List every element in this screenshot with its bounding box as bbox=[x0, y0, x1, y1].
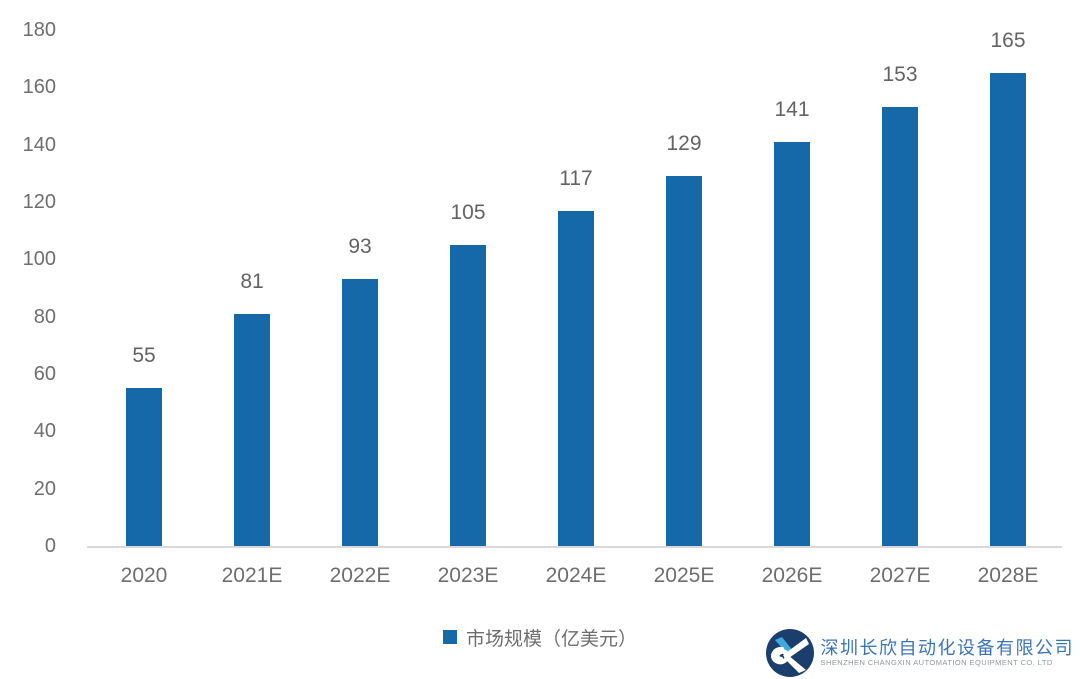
bar-2027E bbox=[882, 107, 918, 546]
bar-2023E bbox=[450, 245, 486, 546]
x-axis-tick-label: 2022E bbox=[329, 564, 391, 587]
bar-2026E bbox=[774, 141, 810, 546]
bar-value-label: 153 bbox=[882, 63, 918, 87]
y-axis-tick-label: 0 bbox=[44, 535, 56, 557]
bar-value-label: 165 bbox=[990, 29, 1026, 52]
y-axis-tick-label: 160 bbox=[22, 76, 56, 99]
x-axis-tick-label: 2028E bbox=[977, 564, 1039, 587]
bar-2024E bbox=[558, 210, 594, 546]
legend-swatch-icon bbox=[442, 630, 457, 644]
y-axis-tick-label: 140 bbox=[22, 133, 56, 156]
y-axis-tick-label: 120 bbox=[22, 191, 56, 213]
y-axis-tick-label: 20 bbox=[33, 477, 56, 500]
company-name-block: 深圳长欣自动化设备有限公司 SHENZHEN CHANGXIN AUTOMATI… bbox=[821, 638, 1075, 668]
company-logo-icon bbox=[765, 629, 814, 677]
bar-2028E bbox=[990, 73, 1026, 546]
bar-2022E bbox=[342, 279, 378, 546]
company-name-zh: 深圳长欣自动化设备有限公司 bbox=[820, 637, 1074, 658]
bar-2025E bbox=[666, 176, 702, 546]
bar-value-label: 93 bbox=[348, 235, 372, 259]
y-axis-tick-label: 180 bbox=[22, 19, 56, 41]
company-footer: 深圳长欣自动化设备有限公司 SHENZHEN CHANGXIN AUTOMATI… bbox=[765, 629, 1075, 677]
y-axis-tick-label: 60 bbox=[33, 363, 56, 385]
bar-2020 bbox=[126, 388, 162, 546]
y-axis-tick-label: 80 bbox=[33, 305, 56, 328]
bar-value-label: 81 bbox=[240, 269, 264, 293]
x-axis-tick-label: 2021E bbox=[221, 564, 283, 587]
x-axis-tick-label: 2025E bbox=[653, 564, 715, 587]
legend-label: 市场规模（亿美元） bbox=[465, 628, 637, 650]
bar-value-label: 117 bbox=[559, 166, 593, 190]
x-axis-tick-label: 2024E bbox=[545, 564, 607, 587]
bar-value-label: 105 bbox=[450, 201, 486, 224]
company-name-en: SHENZHEN CHANGXIN AUTOMATION EQUIPMENT C… bbox=[820, 658, 1053, 668]
x-axis-tick-label: 2023E bbox=[437, 564, 499, 587]
x-axis-tick-label: 2020 bbox=[120, 564, 168, 587]
y-axis-tick-label: 100 bbox=[22, 248, 56, 271]
x-axis-tick-label: 2027E bbox=[869, 564, 931, 587]
x-axis-line bbox=[87, 546, 1062, 548]
y-axis-tick-label: 40 bbox=[33, 420, 56, 443]
chart-legend: 市场规模（亿美元） bbox=[0, 626, 1080, 650]
bar-value-label: 141 bbox=[774, 97, 810, 121]
bar-2021E bbox=[234, 313, 270, 546]
x-axis-tick-label: 2026E bbox=[761, 564, 823, 587]
bar-value-label: 129 bbox=[666, 132, 702, 156]
bar-value-label: 55 bbox=[132, 344, 156, 368]
